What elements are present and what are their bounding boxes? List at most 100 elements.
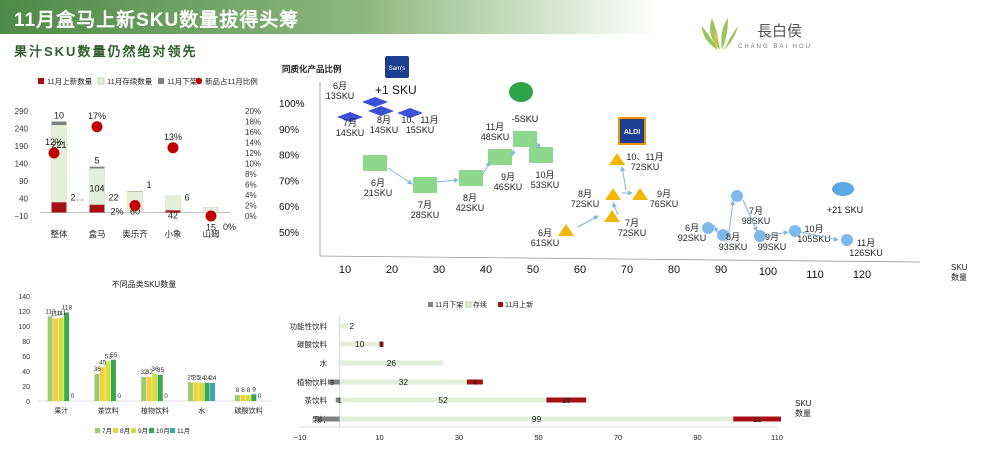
bar-c3 xyxy=(47,316,53,401)
marker-hema-c2 xyxy=(513,131,537,147)
label-existing-c1: 60 xyxy=(130,207,140,217)
label-removed-c4: 1 xyxy=(338,396,342,405)
pct-label-c1: 13% xyxy=(164,132,182,142)
label-removed-c1: 10 xyxy=(54,111,64,121)
y2-tick-c1: 4% xyxy=(245,191,257,200)
value-label-c3: 32 xyxy=(146,369,154,376)
trend-arrow-c2 xyxy=(620,166,627,191)
label-removed-c4: 6 xyxy=(318,415,322,424)
label-new-c1: 22 xyxy=(109,193,119,203)
marker-sams-c2 xyxy=(368,106,394,116)
pct-dot-c1 xyxy=(48,147,60,159)
value-label-c3: 113 xyxy=(45,308,56,315)
y-tick-c3: 120 xyxy=(18,309,30,316)
marker-sams-c2 xyxy=(362,97,388,107)
bar-removed-c4 xyxy=(327,379,340,385)
marker-hema-c2 xyxy=(459,170,483,186)
category-label-c1: 盒马 xyxy=(88,229,105,239)
trend-arrow-c2 xyxy=(713,224,718,233)
point-label-sams-c2: 10、11月 15SKU xyxy=(401,115,438,135)
legend-marker-c1 xyxy=(158,78,164,84)
pct-label-c1: 2% xyxy=(110,207,123,217)
trend-arrow-c2 xyxy=(510,149,516,157)
y-axis-title-c2: 同质化产品比例 xyxy=(282,64,342,74)
value-label-c3: 111 xyxy=(56,310,66,317)
x-tick-c2: 120 xyxy=(853,269,871,281)
x-tick-c2: 20 xyxy=(386,264,398,276)
y-tick-c1: −10 xyxy=(14,212,28,221)
pct-label-c1: 12% xyxy=(45,137,63,147)
legend-label-c1: 11月下架 xyxy=(167,77,198,86)
point-label-hema-c2: 10月 53SKU xyxy=(531,170,560,190)
trend-arrow-c2 xyxy=(436,177,459,183)
label-new-c1: 6 xyxy=(185,193,190,203)
bar-c3 xyxy=(99,367,105,401)
y-tick-c1: 90 xyxy=(19,177,28,186)
bar-c3 xyxy=(210,383,216,401)
y-tick-c2: 70% xyxy=(279,176,299,187)
trend-arrow-c2 xyxy=(387,167,413,185)
marker-xx-c2 xyxy=(841,234,853,246)
point-label-hema-c2: 7月 28SKU xyxy=(411,200,440,220)
pct-label-c1: 17% xyxy=(88,111,106,121)
y-tick-c2: 100% xyxy=(279,99,305,110)
bar-c3 xyxy=(193,382,199,401)
point-label-hema-c2: 8月 42SKU xyxy=(456,193,485,213)
label-new-c4: 4 xyxy=(473,378,477,387)
y2-tick-c1: 6% xyxy=(245,181,257,190)
point-label-hema-c2: 6月 21SKU xyxy=(364,178,393,198)
brand-subtitle: CHANG BAI HOU xyxy=(738,44,813,50)
bar-existing-c4 xyxy=(339,360,444,366)
legend-label-c4: 存续 xyxy=(473,300,487,309)
xx-logo-c2 xyxy=(832,182,854,196)
marker-xx-c2 xyxy=(702,222,714,234)
x-tick-c2: 110 xyxy=(806,269,824,281)
x-tick-c2: 100 xyxy=(759,266,777,278)
pct-dot-c1 xyxy=(205,210,217,222)
aldi-logo-c2 xyxy=(618,117,646,145)
category-label-c3: 植物饮料 xyxy=(141,406,169,415)
legend-label-c1: 11月上新数量 xyxy=(47,76,93,86)
trend-arrow-c2 xyxy=(612,202,619,216)
sams-logo-c2 xyxy=(385,56,409,78)
legend-marker-c4 xyxy=(428,302,433,307)
legend-label-c1: 11月存续数量 xyxy=(107,76,153,86)
y-tick-c3: 0 xyxy=(26,399,30,406)
legend-label-c3: 7月 xyxy=(102,427,112,435)
bar-existing-c4 xyxy=(339,341,380,347)
brand-name: 長白侯 xyxy=(757,22,803,40)
point-label-aldi-c2: 8月 72SKU xyxy=(571,189,600,209)
label-existing-c1: 104 xyxy=(89,183,104,193)
value-label-c3: 35 xyxy=(157,367,165,374)
x-tick-c4: 70 xyxy=(614,433,622,442)
value-label-c3: 0 xyxy=(117,393,121,400)
value-label-c3: 110 xyxy=(51,311,62,318)
bar-c3 xyxy=(152,374,158,401)
y2-tick-c1: 16% xyxy=(245,128,261,137)
bar-c3 xyxy=(94,374,100,401)
legend-marker-c3 xyxy=(170,428,175,433)
value-label-c3: 0 xyxy=(258,393,262,400)
marker-sams-c2 xyxy=(337,112,363,122)
legend-label-c1: 新品占11月比例 xyxy=(205,76,258,86)
point-label-aldi-c2: 9月 76SKU xyxy=(650,189,679,209)
legend-marker-c3 xyxy=(149,428,154,433)
point-label-hema-c2: 11月 48SKU xyxy=(481,122,510,142)
legend-marker-c3 xyxy=(113,428,118,433)
category-label-c4: 碳酸饮料 xyxy=(297,339,327,349)
x-tick-c4: 50 xyxy=(534,433,542,442)
label-existing-c4: 99 xyxy=(532,414,542,424)
marker-xx-c2 xyxy=(754,230,766,242)
legend-label-c4: 11月上新 xyxy=(505,300,533,309)
marker-hema-c2 xyxy=(363,155,387,171)
bar-new-c1 xyxy=(89,204,105,213)
label-new-c1: 2… xyxy=(71,193,85,203)
pct-dot-c1 xyxy=(129,200,141,211)
label-removed-c1: 5 xyxy=(94,156,99,166)
category-label-c1: 山姆 xyxy=(202,229,220,239)
marker-aldi-c2 xyxy=(609,153,625,165)
legend-label-c3: 9月 xyxy=(138,427,148,435)
